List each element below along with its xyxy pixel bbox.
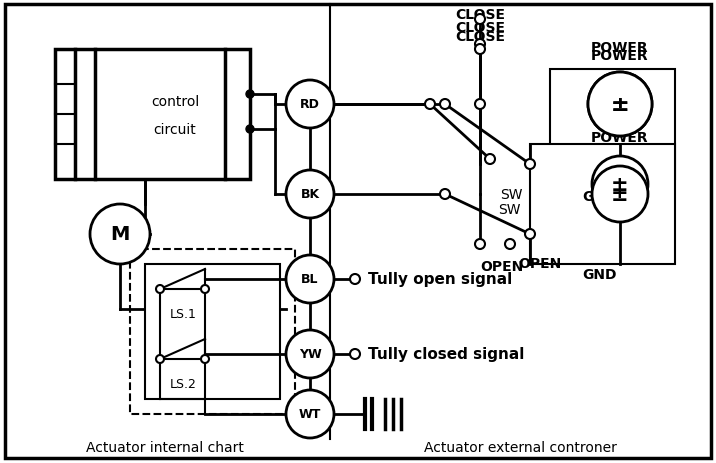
Text: ±: ± [611, 175, 629, 194]
Circle shape [350, 275, 360, 284]
Text: CLOSE: CLOSE [455, 21, 505, 35]
Bar [55, 50, 250, 180]
Circle shape [525, 230, 535, 239]
Circle shape [525, 160, 535, 169]
Circle shape [475, 100, 485, 110]
Circle shape [286, 256, 334, 303]
Circle shape [286, 330, 334, 378]
Circle shape [592, 156, 648, 213]
Text: POWER: POWER [591, 49, 649, 63]
Circle shape [440, 189, 450, 200]
Text: POWER: POWER [591, 131, 649, 144]
Text: ±: ± [611, 95, 629, 115]
Circle shape [246, 126, 254, 134]
Bar [130, 250, 295, 414]
Circle shape [286, 390, 334, 438]
Text: ±: ± [611, 185, 629, 205]
Circle shape [592, 167, 648, 223]
Bar [530, 144, 675, 264]
Text: Actuator internal chart: Actuator internal chart [86, 440, 244, 454]
Circle shape [90, 205, 150, 264]
Text: BL: BL [301, 273, 319, 286]
Text: RD: RD [300, 98, 320, 111]
Text: GND: GND [583, 189, 617, 204]
Text: POWER: POWER [591, 41, 649, 55]
Bar [550, 70, 675, 180]
Text: CLOSE: CLOSE [455, 30, 505, 44]
Text: control: control [151, 95, 199, 109]
Text: OPEN: OPEN [518, 257, 561, 270]
Circle shape [201, 355, 209, 363]
Text: BK: BK [301, 188, 319, 201]
Circle shape [475, 45, 485, 55]
Circle shape [485, 155, 495, 165]
Text: Tully closed signal: Tully closed signal [368, 347, 524, 362]
Text: GND: GND [583, 268, 617, 282]
Circle shape [286, 171, 334, 219]
Circle shape [588, 73, 652, 137]
Circle shape [505, 239, 515, 250]
Circle shape [156, 355, 164, 363]
Text: YW: YW [299, 348, 321, 361]
Bar [145, 264, 280, 399]
Circle shape [156, 285, 164, 294]
Text: LS.2: LS.2 [170, 377, 197, 390]
Text: OPEN: OPEN [480, 259, 523, 274]
Text: LS.1: LS.1 [170, 307, 197, 320]
Circle shape [350, 349, 360, 359]
Circle shape [286, 81, 334, 129]
Circle shape [475, 40, 485, 50]
Circle shape [588, 73, 652, 137]
Circle shape [201, 285, 209, 294]
Text: SW: SW [500, 188, 523, 201]
Circle shape [246, 91, 254, 99]
Text: Actuator external controner: Actuator external controner [424, 440, 616, 454]
Text: circuit: circuit [154, 123, 196, 137]
Text: CLOSE: CLOSE [455, 8, 505, 22]
Text: WT: WT [299, 407, 321, 420]
Text: M: M [110, 225, 130, 244]
Circle shape [425, 100, 435, 110]
Text: ±: ± [611, 95, 629, 115]
Circle shape [475, 15, 485, 25]
Text: Tully open signal: Tully open signal [368, 272, 512, 287]
Circle shape [475, 239, 485, 250]
Text: SW: SW [498, 202, 521, 217]
Circle shape [440, 100, 450, 110]
